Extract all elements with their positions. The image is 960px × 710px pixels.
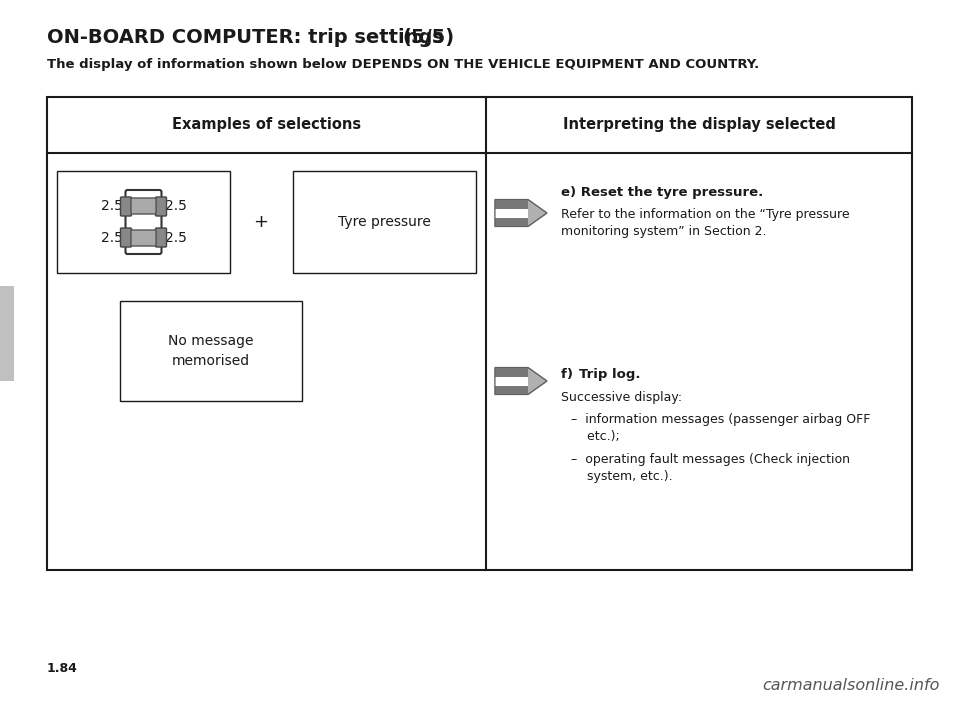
Text: monitoring system” in Section 2.: monitoring system” in Section 2. [561,225,766,238]
Text: The display of information shown below DEPENDS ON THE VEHICLE EQUIPMENT AND COUN: The display of information shown below D… [47,58,759,71]
Text: system, etc.).: system, etc.). [571,470,673,483]
FancyBboxPatch shape [156,228,166,247]
Text: ON-BOARD COMPUTER: trip settings: ON-BOARD COMPUTER: trip settings [47,28,450,47]
FancyBboxPatch shape [131,198,156,214]
Text: No message
memorised: No message memorised [168,334,253,368]
Text: 2.5: 2.5 [101,231,123,245]
Text: carmanualsonline.info: carmanualsonline.info [762,678,940,693]
Text: 1.84: 1.84 [47,662,78,675]
Bar [120,301,302,401]
Text: 2.5: 2.5 [164,199,186,213]
Text: Refer to the information on the “Tyre pressure: Refer to the information on the “Tyre pr… [561,208,850,221]
Text: Successive display:: Successive display: [561,391,683,404]
Bar [495,209,528,217]
Bar [47,97,912,570]
Text: 2.5: 2.5 [101,199,123,213]
Text: e) Reset the tyre pressure.: e) Reset the tyre pressure. [561,186,763,199]
Text: –  operating fault messages (Check injection: – operating fault messages (Check inject… [571,453,850,466]
Bar [495,368,528,376]
Text: Interpreting the display selected: Interpreting the display selected [563,117,835,133]
Polygon shape [495,200,547,226]
FancyBboxPatch shape [121,197,132,216]
FancyBboxPatch shape [126,190,161,254]
Text: –  information messages (passenger airbag OFF: – information messages (passenger airbag… [571,413,871,426]
Bar [495,376,528,386]
Text: Examples of selections: Examples of selections [172,117,361,133]
Text: Tyre pressure: Tyre pressure [338,215,431,229]
Text: 2.5: 2.5 [164,231,186,245]
Text: +: + [253,213,269,231]
Polygon shape [495,368,547,395]
Text: f): f) [561,368,578,381]
FancyBboxPatch shape [121,228,132,247]
Bar [495,217,528,226]
Bar [0,286,14,381]
Bar [495,386,528,395]
Bar [293,171,476,273]
Bar [495,200,528,209]
FancyBboxPatch shape [156,197,166,216]
Text: etc.);: etc.); [571,430,620,443]
Text: (5/5): (5/5) [402,28,454,47]
Bar [57,171,230,273]
Text: Trip log.: Trip log. [579,368,640,381]
FancyBboxPatch shape [131,230,156,246]
